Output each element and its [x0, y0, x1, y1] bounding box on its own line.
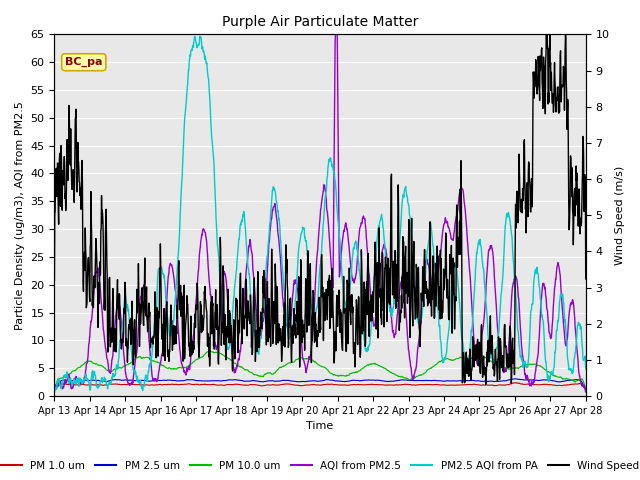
PM 1.0 um — [92, 382, 99, 388]
Wind Speed — [113, 286, 121, 291]
AQI from PM2.5 — [287, 316, 294, 322]
Wind Speed — [543, 32, 550, 37]
AQI from PM2.5 — [113, 302, 121, 308]
Wind Speed — [51, 277, 58, 283]
PM 1.0 um — [51, 387, 58, 393]
PM 2.5 um — [51, 387, 58, 393]
Wind Speed — [92, 253, 99, 259]
PM 2.5 um — [113, 377, 121, 383]
Y-axis label: Particle Density (ug/m3), AQI from PM2.5: Particle Density (ug/m3), AQI from PM2.5 — [15, 101, 25, 330]
PM 2.5 um — [582, 387, 589, 393]
PM 10.0 um — [207, 348, 214, 354]
PM2.5 AQI from PA — [353, 245, 361, 251]
Line: AQI from PM2.5: AQI from PM2.5 — [54, 35, 586, 392]
PM2.5 AQI from PA — [287, 333, 295, 338]
Line: PM 10.0 um: PM 10.0 um — [54, 351, 586, 387]
Wind Speed — [482, 382, 490, 387]
PM 1.0 um — [353, 382, 360, 387]
X-axis label: Time: Time — [307, 421, 333, 432]
AQI from PM2.5 — [276, 248, 284, 253]
PM 1.0 um — [287, 382, 294, 387]
Line: Wind Speed: Wind Speed — [54, 35, 586, 384]
PM 10.0 um — [51, 384, 58, 390]
PM2.5 AQI from PA — [92, 373, 99, 379]
PM 10.0 um — [113, 366, 121, 372]
PM 10.0 um — [297, 355, 305, 360]
Line: PM 1.0 um: PM 1.0 um — [54, 383, 586, 390]
PM 10.0 um — [353, 370, 361, 375]
PM 2.5 um — [296, 379, 304, 384]
PM 1.0 um — [296, 383, 304, 389]
PM 10.0 um — [287, 360, 295, 366]
AQI from PM2.5 — [332, 32, 339, 37]
Line: PM2.5 AQI from PA: PM2.5 AQI from PA — [54, 36, 586, 391]
PM2.5 AQI from PA — [196, 34, 204, 39]
Wind Speed — [353, 301, 360, 307]
PM 10.0 um — [582, 384, 589, 390]
PM2.5 AQI from PA — [113, 364, 121, 370]
Line: PM 2.5 um: PM 2.5 um — [54, 379, 586, 390]
PM 1.0 um — [512, 380, 520, 385]
Title: Purple Air Particulate Matter: Purple Air Particulate Matter — [222, 15, 419, 29]
PM 2.5 um — [276, 378, 284, 384]
AQI from PM2.5 — [51, 386, 58, 392]
PM 1.0 um — [582, 386, 589, 392]
Legend: PM 1.0 um, PM 2.5 um, PM 10.0 um, AQI from PM2.5, PM2.5 AQI from PA, Wind Speed: PM 1.0 um, PM 2.5 um, PM 10.0 um, AQI fr… — [0, 456, 640, 475]
AQI from PM2.5 — [353, 260, 361, 266]
AQI from PM2.5 — [582, 389, 589, 395]
PM2.5 AQI from PA — [51, 388, 58, 394]
PM 2.5 um — [92, 377, 99, 383]
PM 1.0 um — [113, 381, 121, 387]
Wind Speed — [276, 338, 284, 344]
PM 2.5 um — [512, 376, 520, 382]
PM 2.5 um — [287, 378, 294, 384]
AQI from PM2.5 — [296, 321, 304, 326]
PM 2.5 um — [353, 378, 360, 384]
PM2.5 AQI from PA — [276, 232, 284, 238]
Wind Speed — [582, 276, 589, 282]
AQI from PM2.5 — [92, 270, 99, 276]
PM2.5 AQI from PA — [582, 366, 589, 372]
PM2.5 AQI from PA — [297, 234, 305, 240]
Wind Speed — [296, 306, 304, 312]
Y-axis label: Wind Speed (m/s): Wind Speed (m/s) — [615, 166, 625, 265]
PM 10.0 um — [92, 361, 99, 367]
PM 10.0 um — [276, 364, 284, 370]
Wind Speed — [287, 325, 294, 331]
Text: BC_pa: BC_pa — [65, 57, 102, 67]
PM 1.0 um — [276, 382, 284, 388]
